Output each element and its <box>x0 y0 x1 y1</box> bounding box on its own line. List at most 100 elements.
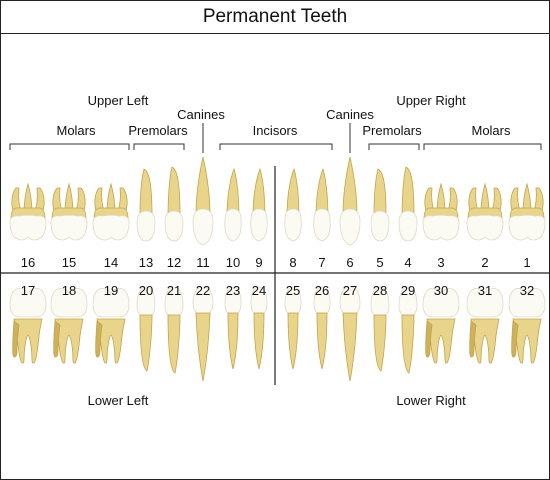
lower-incisor-tooth[interactable] <box>250 286 268 370</box>
tooth-crown <box>422 288 460 318</box>
lower-tooth-number: 18 <box>62 283 76 298</box>
upper-tooth-number: 13 <box>139 255 153 270</box>
canines-left-label: Canines <box>177 107 225 122</box>
lower-premolar-tooth[interactable] <box>164 286 184 374</box>
lower-premolar-tooth[interactable] <box>136 286 156 372</box>
upper-molar-tooth[interactable] <box>50 182 88 241</box>
upper-molar-tooth[interactable] <box>9 182 47 241</box>
upper-incisor-tooth[interactable] <box>250 167 268 242</box>
tooth-root <box>401 314 415 374</box>
lower-left-label: Lower Left <box>88 393 149 408</box>
lower-molar-tooth[interactable] <box>422 288 460 364</box>
upper-canine-tooth[interactable] <box>339 156 361 246</box>
molars-left-label: Molars <box>56 123 96 138</box>
upper-incisor-tooth[interactable] <box>313 167 331 242</box>
lower-molar-tooth[interactable] <box>508 288 546 364</box>
tooth-root <box>512 318 542 364</box>
lower-tooth-number: 22 <box>196 283 210 298</box>
tooth-crown <box>9 288 47 318</box>
tooth-crown <box>508 288 546 318</box>
upper-premolar-tooth[interactable] <box>370 168 390 242</box>
tooth-root <box>469 320 477 358</box>
incisors-label: Incisors <box>253 123 298 138</box>
tooth-root <box>316 312 328 370</box>
molars-right-label: Molars <box>471 123 511 138</box>
lower-tooth-number: 25 <box>286 283 300 298</box>
tooth-root <box>139 168 153 216</box>
tooth-root <box>342 312 358 382</box>
tooth-root <box>480 182 490 214</box>
upper-premolar-tooth[interactable] <box>398 166 418 242</box>
upper-premolar-tooth[interactable] <box>136 168 156 242</box>
lower-incisor-tooth[interactable] <box>313 286 331 370</box>
tooth-root <box>401 166 415 216</box>
lower-canine-tooth[interactable] <box>339 286 361 382</box>
upper-tooth-number: 7 <box>318 255 325 270</box>
upper-premolar-tooth[interactable] <box>164 166 184 242</box>
tooth-root <box>315 167 329 216</box>
upper-tooth-number: 4 <box>404 255 411 270</box>
tooth-crown <box>9 214 47 241</box>
upper-molar-tooth[interactable] <box>466 182 504 241</box>
lower-tooth-number: 23 <box>226 283 240 298</box>
premolars-right-bracket <box>368 143 420 150</box>
tooth-crown <box>370 210 390 242</box>
upper-tooth-number: 11 <box>196 255 210 270</box>
lower-tooth-number: 21 <box>167 283 181 298</box>
lower-premolar-tooth[interactable] <box>370 286 390 372</box>
tooth-crown <box>92 288 130 318</box>
lower-premolar-tooth[interactable] <box>398 286 418 374</box>
tooth-crown <box>339 208 361 246</box>
tooth-crown <box>422 214 460 241</box>
tooth-root <box>116 187 128 215</box>
tooth-root <box>53 320 61 358</box>
tooth-root <box>96 318 126 364</box>
lower-molar-tooth[interactable] <box>466 288 504 364</box>
lower-molar-tooth[interactable] <box>92 288 130 364</box>
tooth-crown <box>466 214 504 241</box>
lower-incisor-tooth[interactable] <box>224 286 242 370</box>
upper-molar-tooth[interactable] <box>508 182 546 241</box>
tooth-root <box>252 167 266 216</box>
upper-molar-tooth[interactable] <box>92 182 130 241</box>
tooth-root <box>74 187 86 215</box>
tooth-root <box>54 318 84 364</box>
tooth-crown <box>466 288 504 318</box>
premolars-right-label: Premolars <box>362 123 422 138</box>
upper-tooth-number: 15 <box>62 255 76 270</box>
tooth-root <box>226 167 240 216</box>
lower-tooth-number: 31 <box>478 283 492 298</box>
tooth-root <box>426 318 456 364</box>
lower-tooth-number: 30 <box>434 283 448 298</box>
tooth-root <box>106 182 116 214</box>
diagram-title: Permanent Teeth <box>202 6 348 27</box>
upper-tooth-number: 16 <box>21 255 35 270</box>
tooth-root <box>139 314 153 372</box>
tooth-crown <box>313 208 331 242</box>
tooth-root <box>470 318 500 364</box>
lower-tooth-number: 26 <box>315 283 329 298</box>
tooth-root <box>12 320 20 358</box>
upper-incisor-tooth[interactable] <box>224 167 242 242</box>
premolars-left-label: Premolars <box>128 123 188 138</box>
upper-right-label: Upper Right <box>396 93 466 108</box>
upper-tooth-number: 9 <box>255 255 262 270</box>
tooth-crown <box>164 210 184 242</box>
lower-incisor-tooth[interactable] <box>284 286 302 370</box>
upper-tooth-number: 14 <box>104 255 118 270</box>
lower-molar-tooth[interactable] <box>9 288 47 364</box>
upper-incisor-tooth[interactable] <box>284 167 302 242</box>
upper-tooth-number: 5 <box>376 255 383 270</box>
tooth-crown <box>398 210 418 242</box>
lower-molar-tooth[interactable] <box>50 288 88 364</box>
lower-canine-tooth[interactable] <box>192 286 214 382</box>
upper-molar-tooth[interactable] <box>422 182 460 241</box>
upper-tooth-number: 8 <box>289 255 296 270</box>
tooth-root <box>511 320 519 358</box>
upper-canine-tooth[interactable] <box>192 156 214 246</box>
upper-left-label: Upper Left <box>88 93 149 108</box>
teeth-layer: 16 15 14 13 12 11 10 9 8 7 6 5 4 3 2 117 18 19 20 21 22 23 24 2… <box>9 156 546 382</box>
tooth-root <box>522 182 532 214</box>
tooth-crown <box>250 208 268 242</box>
